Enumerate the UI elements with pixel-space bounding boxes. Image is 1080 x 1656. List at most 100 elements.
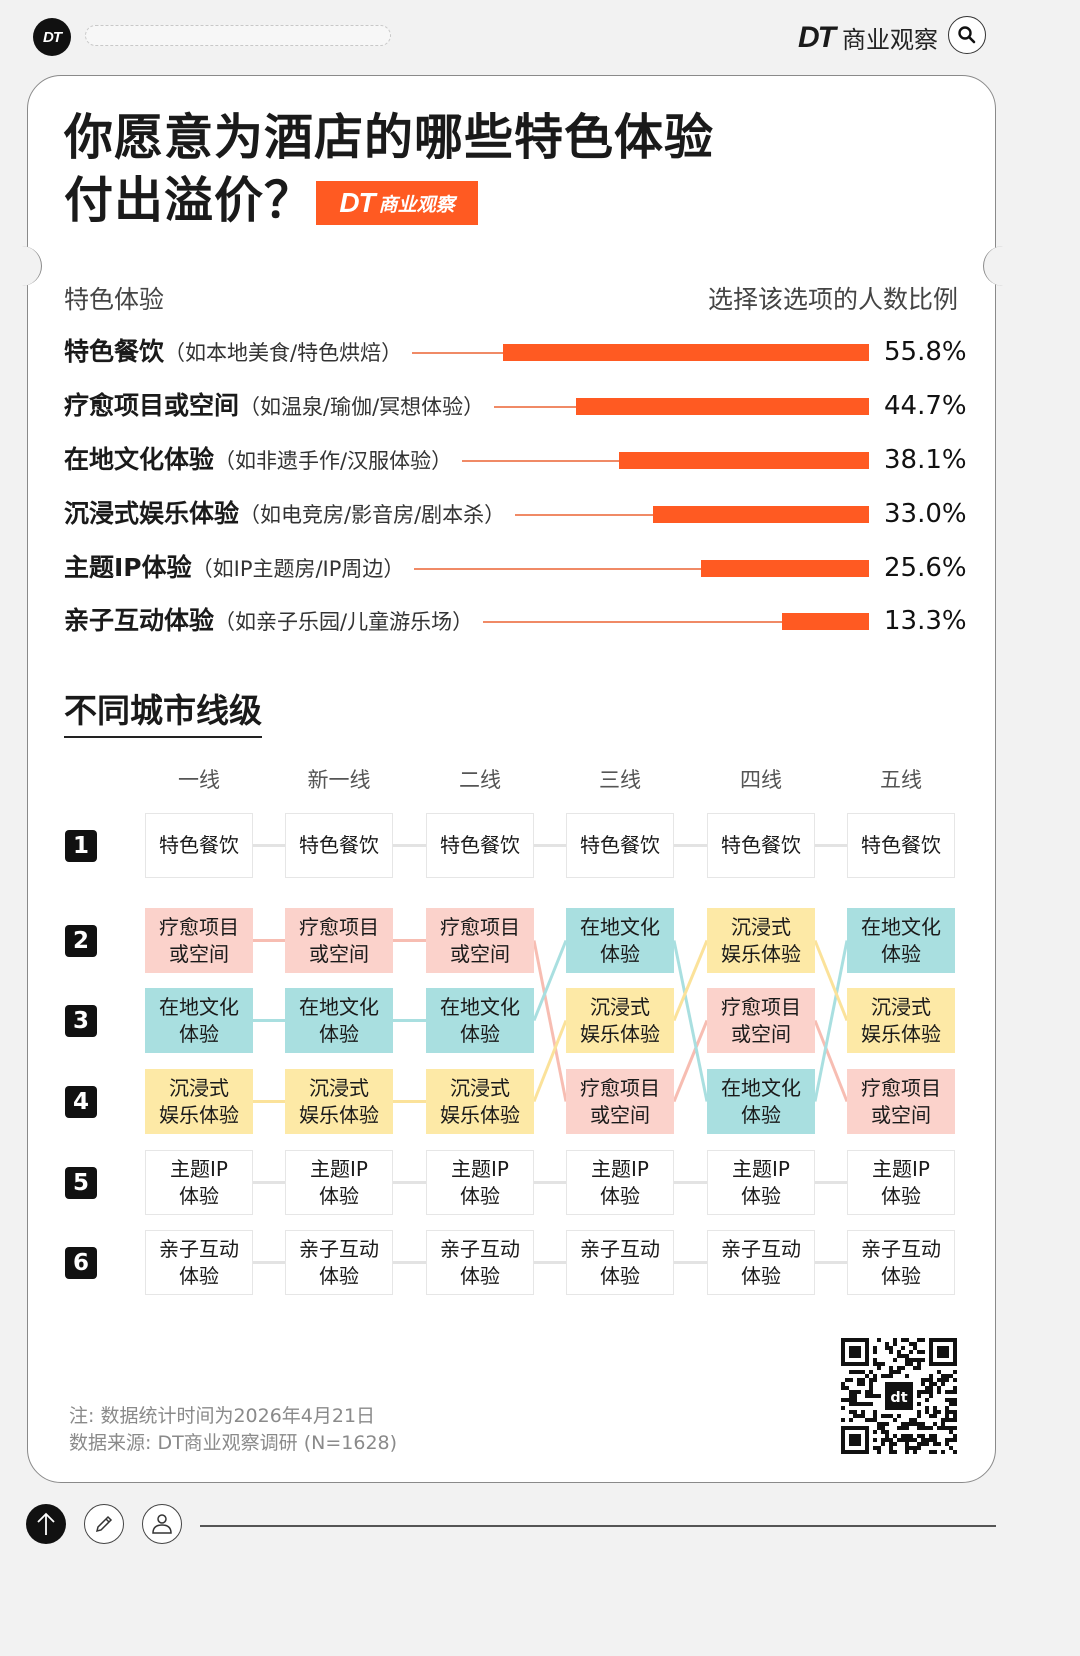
bar-fill bbox=[575, 398, 869, 415]
section-title: 不同城市线级 bbox=[64, 684, 262, 738]
title-line-1: 你愿意为酒店的哪些特色体验 bbox=[64, 109, 715, 166]
rank-cell: 特色餐饮 bbox=[145, 813, 253, 878]
rank-cell: 亲子互动 体验 bbox=[566, 1230, 674, 1295]
rank-cell: 亲子互动 体验 bbox=[426, 1230, 534, 1295]
rank-cell: 主题IP 体验 bbox=[566, 1150, 674, 1215]
bar-label-main: 沉浸式娱乐体验 bbox=[64, 499, 240, 528]
rank-cell: 疗愈项目 或空间 bbox=[707, 988, 815, 1053]
rank-badge: 5 bbox=[65, 1166, 97, 1199]
rank-cell: 在地文化 体验 bbox=[566, 908, 674, 973]
rank-badge: 2 bbox=[65, 924, 97, 957]
bar-value: 25.6% bbox=[884, 553, 967, 583]
bar-value: 55.8% bbox=[884, 337, 967, 367]
bar-left-header: 特色体验 bbox=[64, 285, 165, 314]
badge-mark: DT bbox=[339, 187, 375, 218]
bar-label-main: 主题IP体验 bbox=[64, 553, 192, 582]
tier-header: 二线 bbox=[459, 768, 501, 792]
brand-mark: DT bbox=[798, 20, 836, 54]
edit-button[interactable] bbox=[84, 1504, 124, 1544]
search-button[interactable] bbox=[948, 16, 986, 54]
bar-label: 在地文化体验（如非遗手作/汉服体验） bbox=[64, 440, 452, 481]
bar-label-note: （如本地美食/特色烘焙） bbox=[164, 341, 403, 365]
rank-cell: 主题IP 体验 bbox=[707, 1150, 815, 1215]
bar-label: 主题IP体验（如IP主题房/IP周边） bbox=[64, 548, 404, 589]
tier-header: 新一线 bbox=[307, 768, 371, 792]
rank-badge: 4 bbox=[65, 1085, 97, 1118]
rank-cell: 特色餐饮 bbox=[285, 813, 393, 878]
bar-row: 特色餐饮（如本地美食/特色烘焙） 55.8% bbox=[0, 332, 1080, 372]
bar-value: 44.7% bbox=[884, 391, 967, 421]
qr-code[interactable]: dt bbox=[841, 1338, 957, 1454]
dt-logo[interactable]: DT bbox=[33, 18, 71, 56]
bar-leader-line bbox=[515, 514, 653, 516]
bar-value: 13.3% bbox=[884, 606, 967, 636]
rank-cell: 疗愈项目 或空间 bbox=[145, 908, 253, 973]
pencil-icon bbox=[95, 1515, 113, 1533]
bar-row: 在地文化体验（如非遗手作/汉服体验） 38.1% bbox=[0, 440, 1080, 480]
brand-logo: DT 商业观察 bbox=[798, 20, 938, 55]
rank-cell: 沉浸式 娱乐体验 bbox=[426, 1069, 534, 1134]
bar-label: 特色餐饮（如本地美食/特色烘焙） bbox=[64, 332, 402, 373]
bar-leader-line bbox=[414, 568, 702, 570]
bar-label-note: （如非遗手作/汉服体验） bbox=[214, 449, 453, 473]
rank-cell: 主题IP 体验 bbox=[145, 1150, 253, 1215]
bar-row: 沉浸式娱乐体验（如电竞房/影音房/剧本杀） 33.0% bbox=[0, 494, 1080, 534]
bar-label: 疗愈项目或空间（如温泉/瑜伽/冥想体验） bbox=[64, 386, 484, 427]
rank-badge: 3 bbox=[65, 1004, 97, 1037]
rank-cell: 特色餐饮 bbox=[707, 813, 815, 878]
badge-name: 商业观察 bbox=[378, 193, 455, 216]
bar-row: 亲子互动体验（如亲子乐园/儿童游乐场） 13.3% bbox=[0, 601, 1080, 641]
user-icon bbox=[152, 1514, 172, 1534]
bar-label-main: 在地文化体验 bbox=[64, 445, 215, 474]
bar-fill bbox=[652, 506, 869, 523]
rank-cell: 亲子互动 体验 bbox=[847, 1230, 955, 1295]
rank-cell: 在地文化 体验 bbox=[847, 908, 955, 973]
bar-fill bbox=[619, 452, 869, 469]
scroll-top-button[interactable] bbox=[26, 1504, 66, 1544]
footnote: 注: 数据统计时间为2026年4月21日 数据来源: DT商业观察调研 (N=1… bbox=[69, 1403, 397, 1457]
rank-cell: 主题IP 体验 bbox=[426, 1150, 534, 1215]
bar-label-note: （如亲子乐园/儿童游乐场） bbox=[214, 610, 474, 634]
bar-row: 疗愈项目或空间（如温泉/瑜伽/冥想体验） 44.7% bbox=[0, 386, 1080, 426]
bar-fill bbox=[503, 344, 869, 361]
bar-label-main: 特色餐饮 bbox=[64, 337, 165, 366]
bar-leader-line bbox=[494, 406, 576, 408]
rank-cell: 主题IP 体验 bbox=[847, 1150, 955, 1215]
bottom-divider bbox=[200, 1525, 996, 1527]
rank-cell: 疗愈项目 或空间 bbox=[566, 1069, 674, 1134]
bar-leader-line bbox=[412, 352, 503, 354]
rank-cell: 亲子互动 体验 bbox=[145, 1230, 253, 1295]
bar-value: 38.1% bbox=[884, 445, 967, 475]
bar-label-main: 疗愈项目或空间 bbox=[64, 391, 240, 420]
bar-right-header: 选择该选项的人数比例 bbox=[707, 285, 958, 314]
tier-header: 五线 bbox=[880, 768, 922, 792]
title-line-2: 付出溢价？ bbox=[64, 172, 315, 229]
rank-cell: 疗愈项目 或空间 bbox=[285, 908, 393, 973]
rank-cell: 主题IP 体验 bbox=[285, 1150, 393, 1215]
bar-label: 亲子互动体验（如亲子乐园/儿童游乐场） bbox=[64, 601, 473, 642]
rank-cell: 沉浸式 娱乐体验 bbox=[847, 988, 955, 1053]
bar-value: 33.0% bbox=[884, 499, 967, 529]
search-input[interactable] bbox=[85, 25, 391, 46]
rank-cell: 沉浸式 娱乐体验 bbox=[707, 908, 815, 973]
tier-header: 四线 bbox=[740, 768, 782, 792]
bar-label: 沉浸式娱乐体验（如电竞房/影音房/剧本杀） bbox=[64, 494, 505, 535]
arrow-up-icon bbox=[37, 1512, 55, 1535]
note-date: 注: 数据统计时间为2026年4月21日 bbox=[69, 1405, 376, 1427]
bar-label-note: （如IP主题房/IP周边） bbox=[191, 557, 405, 581]
bar-row: 主题IP体验（如IP主题房/IP周边） 25.6% bbox=[0, 548, 1080, 588]
rank-badge: 6 bbox=[65, 1246, 97, 1279]
rank-cell: 亲子互动 体验 bbox=[285, 1230, 393, 1295]
rank-cell: 亲子互动 体验 bbox=[707, 1230, 815, 1295]
rank-cell: 特色餐饮 bbox=[566, 813, 674, 878]
bar-leader-line bbox=[462, 460, 620, 462]
profile-button[interactable] bbox=[142, 1504, 182, 1544]
title-brand-badge: DT 商业观察 bbox=[316, 181, 478, 225]
tier-header: 三线 bbox=[599, 768, 641, 792]
tier-header: 一线 bbox=[178, 768, 220, 792]
page-title: 你愿意为酒店的哪些特色体验 付出溢价？ bbox=[64, 106, 714, 232]
rank-cell: 在地文化 体验 bbox=[426, 988, 534, 1053]
card-notch-right bbox=[983, 246, 1009, 286]
bar-fill bbox=[781, 613, 869, 630]
